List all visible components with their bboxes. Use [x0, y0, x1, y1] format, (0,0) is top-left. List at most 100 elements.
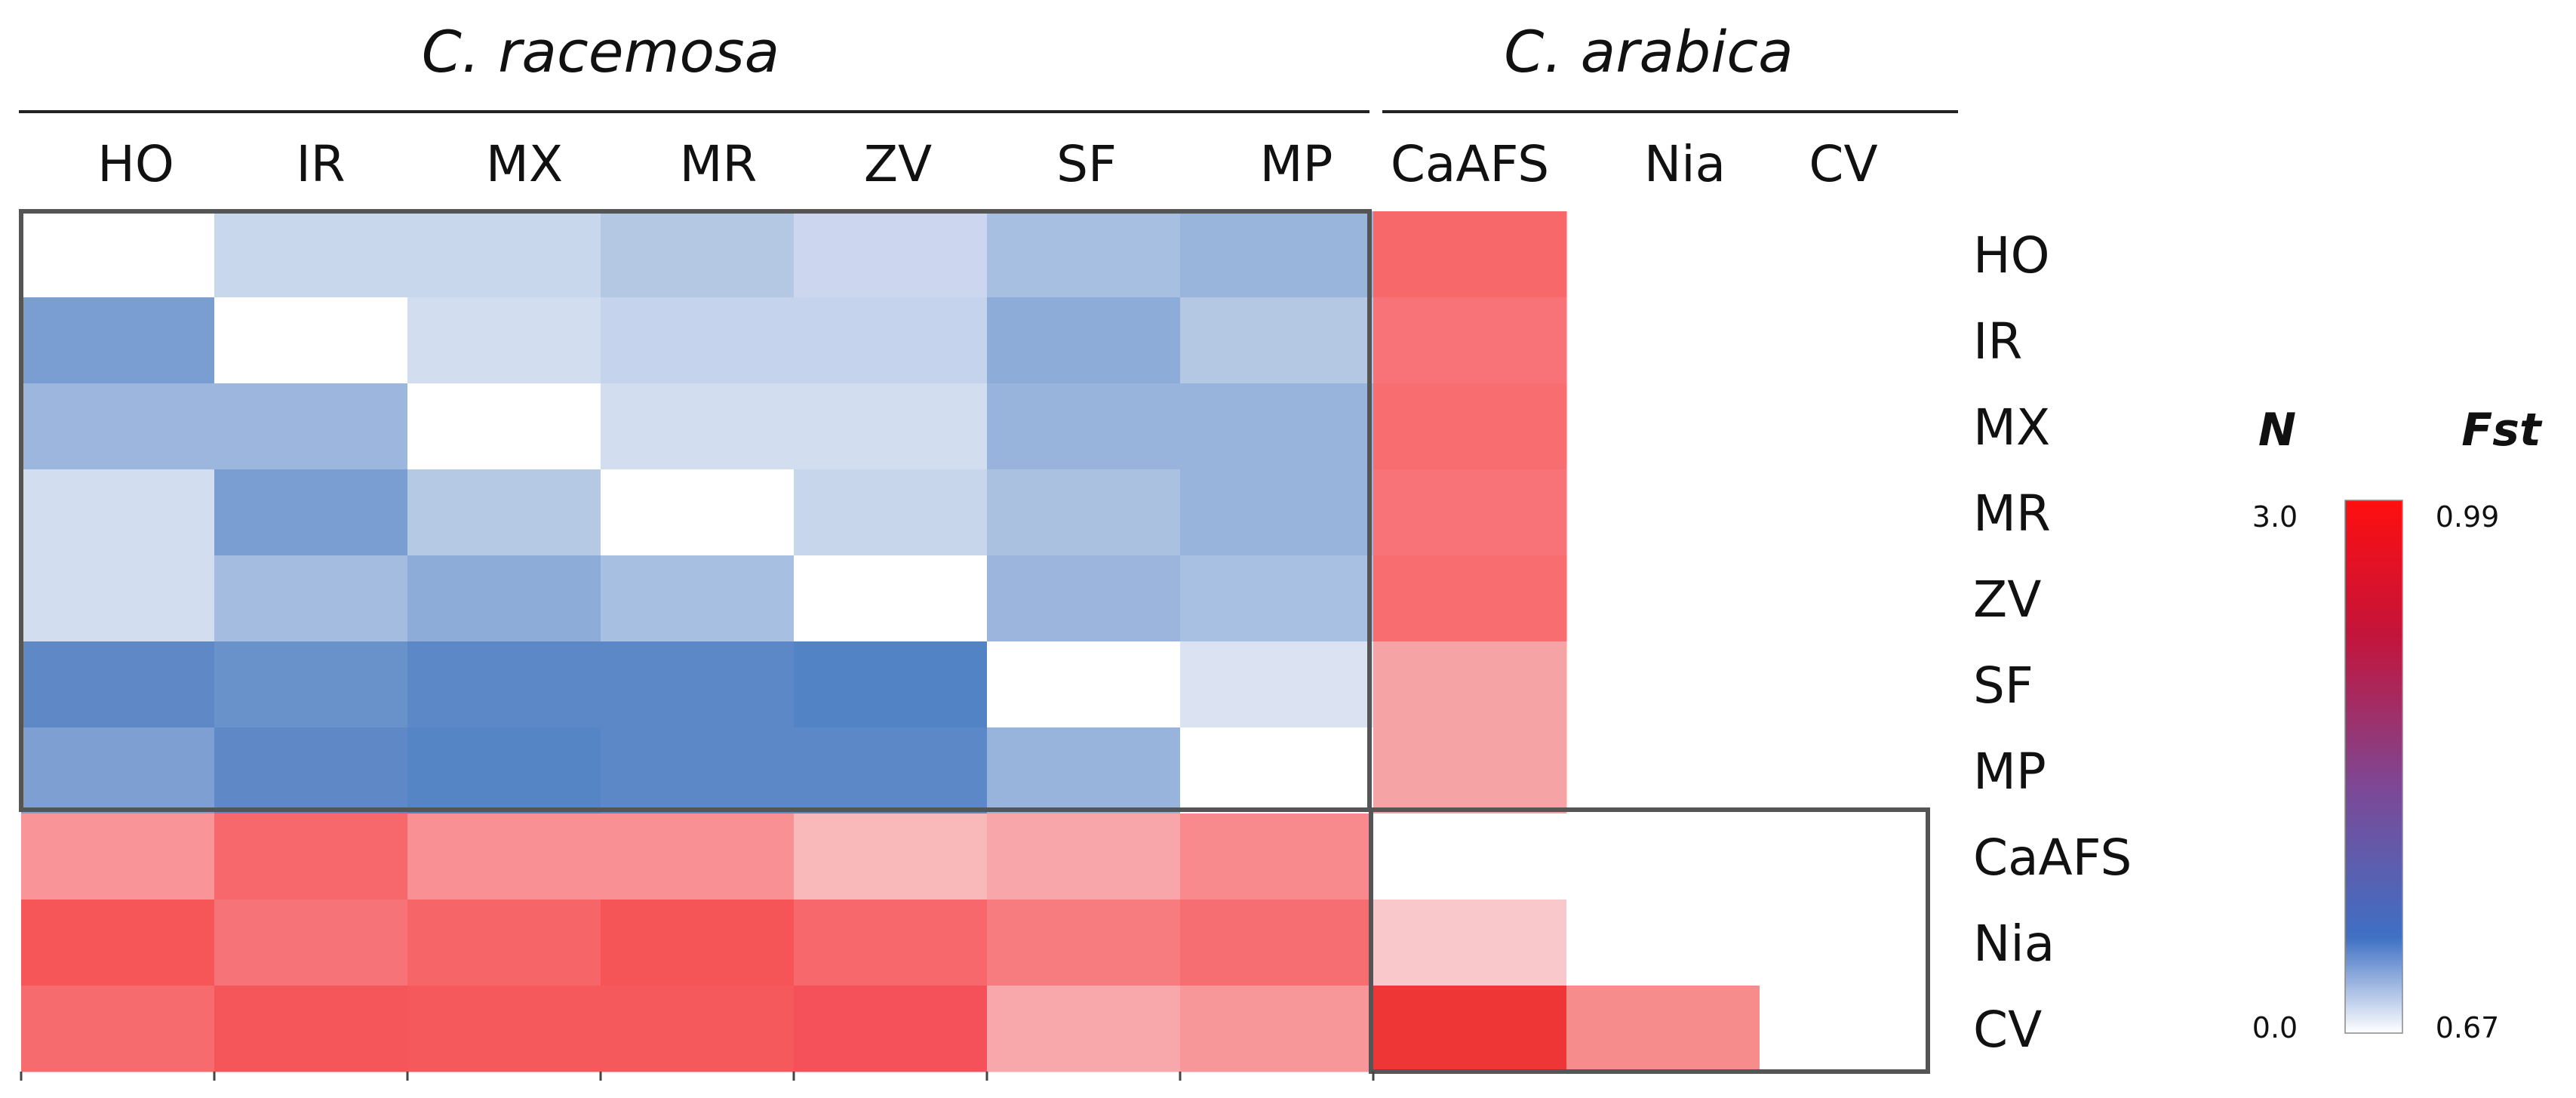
heatmap-cell-SF-ZV [794, 641, 988, 728]
heatmap-cell-MR-MX [407, 469, 601, 556]
heatmap-cell-IR-CaAFS [1373, 297, 1567, 384]
heatmap-cell-HO-MX [407, 211, 601, 298]
heatmap-cell-SF-MP [1180, 641, 1374, 728]
heatmap-cell-CaAFS-CaAFS [1373, 814, 1567, 900]
heatmap-cell-CaAFS-HO [21, 814, 215, 900]
heatmap-cell-IR-ZV [794, 297, 988, 384]
heatmap-cell-CaAFS-MP [1180, 814, 1374, 900]
heatmap-cell-CV-Nia [1566, 986, 1760, 1072]
heatmap-cell-CV-MX [407, 986, 601, 1072]
heatmap-cell-CaAFS-MX [407, 814, 601, 900]
heatmap-cell-CV-SF [987, 986, 1181, 1072]
heatmap-cell-HO-MP [1180, 211, 1374, 298]
color-scale-bar [2344, 500, 2403, 1034]
heatmap-cell-CaAFS-IR [214, 814, 408, 900]
row-label-MP: MP [1973, 743, 2046, 801]
heatmap-cell-MR-ZV [794, 469, 988, 556]
heatmap-cell-CV-ZV [794, 986, 988, 1072]
row-label-HO: HO [1973, 226, 2050, 284]
heatmap-cell-CV-MR [601, 986, 795, 1072]
column-label-IR: IR [296, 135, 345, 193]
heatmap-cell-CV-CaAFS [1373, 986, 1567, 1072]
heatmap-cell-Nia-MP [1180, 900, 1374, 986]
heatmap-cell-MX-MP [1180, 383, 1374, 470]
heatmap-cell-HO-ZV [794, 211, 988, 298]
heatmap-cell-MX-IR [214, 383, 408, 470]
group-title-racemosa: C. racemosa [422, 18, 779, 85]
heatmap-cell-MP-MX [407, 727, 601, 814]
heatmap-cell-HO-CaAFS [1373, 211, 1567, 298]
heatmap-cell-CaAFS-SF [987, 814, 1181, 900]
heatmap-cell-CaAFS-MR [601, 814, 795, 900]
heatmap-cell-MP-MR [601, 727, 795, 814]
heatmap-cell-ZV-MP [1180, 555, 1374, 642]
heatmap-cell-Nia-Nia [1566, 900, 1760, 986]
heatmap-cell-MR-MR [601, 469, 795, 556]
column-label-CV: CV [1809, 135, 1877, 193]
heatmap-cell-SF-IR [214, 641, 408, 728]
row-labels: HO IR MX MR ZV SF MP CaAFS Nia CV [1973, 226, 2132, 1059]
heatmap-cell-CV-CV [1760, 986, 1954, 1072]
heatmap-cell-SF-HO [21, 641, 215, 728]
bottom-axis-ticks [20, 1072, 1375, 1081]
heatmap-cell-CV-IR [214, 986, 408, 1072]
column-label-ZV: ZV [864, 135, 932, 193]
heatmap-cell-SF-SF [987, 641, 1181, 728]
column-labels: HO IR MX MR ZV SF MP CaAFS Nia CV [97, 135, 1877, 193]
heatmap-cell-MP-SF [987, 727, 1181, 814]
column-label-MX: MX [486, 135, 563, 193]
heatmap-cell-IR-HO [21, 297, 215, 384]
heatmap-cell-IR-MP [1180, 297, 1374, 384]
heatmap-cell-CV-HO [21, 986, 215, 1072]
heatmap-cell-Nia-MR [601, 900, 795, 986]
row-label-MR: MR [1973, 484, 2051, 543]
column-label-CaAFS: CaAFS [1391, 135, 1549, 193]
heatmap-cell-MX-SF [987, 383, 1181, 470]
heatmap-cell-ZV-CaAFS [1373, 555, 1567, 642]
heatmap-cell-MP-MP [1180, 727, 1374, 814]
heatmap-cell-SF-CaAFS [1373, 641, 1567, 728]
heatmap-cell-HO-IR [214, 211, 408, 298]
heatmap-cell-MP-ZV [794, 727, 988, 814]
heatmap-cell-CaAFS-ZV [794, 814, 988, 900]
row-label-SF: SF [1973, 657, 2033, 715]
heatmap-cell-HO-HO [21, 211, 215, 298]
heatmap-cell-Nia-MX [407, 900, 601, 986]
heatmap-cell-Nia-IR [214, 900, 408, 986]
heatmap-cell-MR-IR [214, 469, 408, 556]
scale-n-max: 3.0 [2252, 500, 2298, 534]
column-label-SF: SF [1056, 135, 1117, 193]
heatmap-cells [21, 211, 1954, 1072]
heatmap-cell-IR-IR [214, 297, 408, 384]
row-label-CaAFS: CaAFS [1973, 829, 2132, 887]
scale-fst-min: 0.67 [2436, 1011, 2500, 1044]
heatmap-cell-MR-HO [21, 469, 215, 556]
heatmap-cell-ZV-ZV [794, 555, 988, 642]
heatmap-cell-MX-HO [21, 383, 215, 470]
heatmap-cell-HO-SF [987, 211, 1181, 298]
column-label-HO: HO [97, 135, 174, 193]
column-label-MR: MR [680, 135, 758, 193]
racemosa-block-outline [19, 209, 1372, 812]
heatmap-cell-MR-SF [987, 469, 1181, 556]
column-label-Nia: Nia [1644, 135, 1726, 193]
heatmap-cell-SF-MR [601, 641, 795, 728]
heatmap-cell-IR-MR [601, 297, 795, 384]
heatmap-cell-ZV-SF [987, 555, 1181, 642]
heatmap-cell-CV-MP [1180, 986, 1374, 1072]
heatmap-cell-ZV-MR [601, 555, 795, 642]
heatmap-cell-ZV-IR [214, 555, 408, 642]
arabica-block-outline [1369, 807, 1930, 1074]
scale-label-n: N [2258, 404, 2296, 457]
heatmap-cell-ZV-HO [21, 555, 215, 642]
row-label-CV: CV [1973, 1001, 2042, 1059]
heatmap-cell-IR-SF [987, 297, 1181, 384]
heatmap-cell-MR-CaAFS [1373, 469, 1567, 556]
heatmap-cell-MX-MR [601, 383, 795, 470]
heatmap-cell-MP-CaAFS [1373, 727, 1567, 814]
heatmap-cell-Nia-ZV [794, 900, 988, 986]
heatmap-cell-SF-MX [407, 641, 601, 728]
scale-label-fst: Fst [2461, 404, 2543, 457]
heatmap-cell-MX-CaAFS [1373, 383, 1567, 470]
